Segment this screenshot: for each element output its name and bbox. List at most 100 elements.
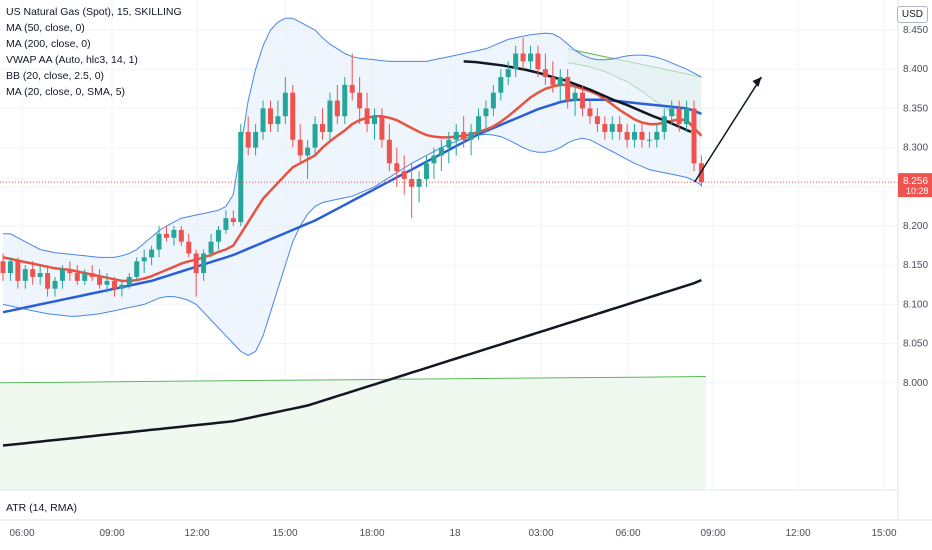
candle-body bbox=[186, 241, 192, 254]
indicator-ma50[interactable]: MA (50, close, 0) bbox=[6, 22, 85, 34]
atr-pane-label[interactable]: ATR (14, RMA) bbox=[6, 502, 77, 514]
candle-body bbox=[520, 53, 526, 62]
candle-body bbox=[453, 131, 459, 140]
indicator-bb[interactable]: BB (20, close, 2.5, 0) bbox=[6, 70, 105, 82]
trend-arrow-head bbox=[752, 77, 762, 88]
candle-body bbox=[67, 269, 73, 274]
candle-body bbox=[342, 84, 348, 117]
candle-body bbox=[535, 53, 541, 70]
x-tick-label: 18 bbox=[449, 528, 461, 539]
candle-body bbox=[163, 233, 169, 238]
candle-body bbox=[394, 163, 400, 172]
candle-body bbox=[550, 77, 556, 85]
candle-body bbox=[37, 273, 43, 277]
candle-body bbox=[594, 116, 600, 125]
candle-body bbox=[319, 124, 325, 132]
candle-body bbox=[609, 124, 615, 132]
candle-body bbox=[483, 108, 489, 117]
y-tick-label: 8.100 bbox=[903, 299, 928, 310]
candle-body bbox=[104, 280, 110, 285]
candle-body bbox=[498, 77, 504, 93]
x-tick-label: 15:00 bbox=[272, 528, 297, 539]
candle-body bbox=[22, 269, 28, 281]
x-tick-label: 12:00 bbox=[785, 528, 810, 539]
candle-body bbox=[126, 276, 132, 285]
candle-body bbox=[82, 273, 88, 281]
candle-body bbox=[327, 100, 333, 132]
candle-body bbox=[580, 92, 586, 109]
candle-body bbox=[357, 92, 363, 109]
candle-body bbox=[334, 100, 340, 117]
candle-body bbox=[364, 108, 370, 125]
candle-body bbox=[684, 108, 690, 125]
candle-body bbox=[505, 69, 511, 78]
candle-body bbox=[45, 273, 51, 289]
candle-body bbox=[646, 139, 652, 141]
symbol-title[interactable]: US Natural Gas (Spot), 15, SKILLING bbox=[6, 6, 182, 18]
price-tag-bg bbox=[898, 173, 932, 198]
x-tick-label: 06:00 bbox=[615, 528, 640, 539]
candle-body bbox=[676, 108, 682, 125]
ma20-line bbox=[2, 83, 703, 283]
y-tick-label: 8.000 bbox=[903, 378, 928, 389]
candle-body bbox=[528, 53, 534, 62]
candle-body bbox=[223, 218, 229, 230]
candle-body bbox=[557, 77, 563, 85]
candle-body bbox=[134, 261, 140, 277]
candle-body bbox=[416, 178, 422, 187]
bb-lower bbox=[2, 133, 702, 356]
x-tick-label: 09:00 bbox=[700, 528, 725, 539]
candle-body bbox=[149, 249, 155, 258]
candle-body bbox=[215, 229, 221, 242]
candle-body bbox=[624, 131, 630, 140]
x-tick-label: 18:00 bbox=[359, 528, 384, 539]
ma200-line bbox=[2, 278, 702, 447]
indicator-vwap[interactable]: VWAP AA (Auto, hlc3, 14, 1) bbox=[6, 54, 138, 66]
candle-body bbox=[0, 261, 6, 274]
candle-body bbox=[297, 139, 303, 156]
trend-arrow-line bbox=[693, 76, 763, 183]
indicator-legend: US Natural Gas (Spot), 15, SKILLING MA (… bbox=[6, 4, 182, 100]
candle-body bbox=[565, 77, 571, 101]
candle-body bbox=[446, 139, 452, 148]
candle-body bbox=[542, 69, 548, 78]
candle-body bbox=[193, 253, 199, 274]
candle-body bbox=[253, 131, 259, 148]
candle-body bbox=[282, 92, 288, 117]
candle-body bbox=[89, 273, 95, 277]
candle-body bbox=[156, 233, 162, 250]
candle-body bbox=[30, 269, 36, 277]
candle-body bbox=[490, 92, 496, 109]
price-axis-bg bbox=[898, 0, 932, 550]
candle-body bbox=[7, 261, 13, 274]
candle-body bbox=[349, 84, 355, 93]
candle-body bbox=[201, 253, 207, 274]
candle-body bbox=[312, 124, 318, 148]
x-tick-label: 06:00 bbox=[9, 528, 34, 539]
vwap-lower-line bbox=[0, 376, 707, 384]
candle-body bbox=[290, 92, 296, 140]
currency-button[interactable]: USD bbox=[896, 6, 928, 23]
x-tick-label: 15:00 bbox=[871, 528, 896, 539]
x-tick-label: 03:00 bbox=[528, 528, 553, 539]
indicator-ma200[interactable]: MA (200, close, 0) bbox=[6, 38, 91, 50]
candle-body bbox=[245, 131, 251, 148]
indicator-ma20[interactable]: MA (20, close, 0, SMA, 5) bbox=[6, 86, 126, 98]
y-tick-label: 8.450 bbox=[903, 25, 928, 36]
candle-body bbox=[639, 131, 645, 140]
candle-body bbox=[97, 276, 103, 285]
candle-body bbox=[513, 53, 519, 70]
candle-body bbox=[468, 131, 474, 140]
x-tick-label: 12:00 bbox=[184, 528, 209, 539]
ma-black-segment bbox=[463, 60, 692, 134]
candle-body bbox=[476, 116, 482, 132]
candle-body bbox=[379, 116, 385, 140]
bb-fill bbox=[3, 18, 702, 356]
y-tick-label: 8.150 bbox=[903, 260, 928, 271]
candle-body bbox=[178, 229, 184, 242]
candle-body bbox=[141, 257, 147, 262]
candle-body bbox=[661, 116, 667, 132]
candle-body bbox=[617, 124, 623, 132]
